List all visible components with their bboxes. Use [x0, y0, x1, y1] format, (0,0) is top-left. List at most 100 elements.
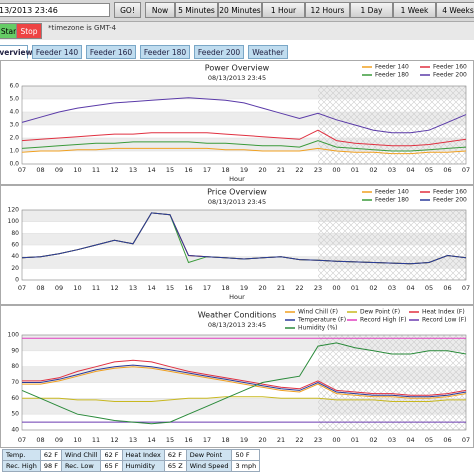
- toolbar: 13/2013 23:46 GO! Now 5 Minutes 20 Minutes…: [0, 0, 474, 22]
- y-tick-label: 120: [8, 207, 20, 214]
- legend-label: Temperature (F): [297, 317, 346, 324]
- x-tick-label: 07: [18, 436, 26, 444]
- y-tick-label: 40: [11, 253, 19, 260]
- range-button[interactable]: 5 Minutes: [175, 2, 218, 18]
- table-cell: 65 F: [100, 460, 123, 472]
- chart-title: Power Overview: [205, 64, 270, 73]
- range-button[interactable]: 20 Minutes: [218, 2, 262, 18]
- x-tick-label: 21: [277, 166, 285, 174]
- x-tick-label: 04: [406, 436, 414, 444]
- x-tick-label: 18: [221, 166, 229, 174]
- x-tick-label: 22: [295, 436, 303, 444]
- y-tick-label: 0: [15, 277, 19, 284]
- range-button[interactable]: 1 Week: [393, 2, 436, 18]
- legend-label: Feeder 140: [375, 189, 409, 196]
- y-tick-label: 70: [11, 379, 19, 386]
- x-tick-label: 18: [221, 436, 229, 444]
- legend-label: Dew Point (F): [360, 309, 400, 316]
- table-cell: 50 F: [231, 449, 261, 461]
- y-tick-label: 20: [11, 265, 19, 272]
- x-tick-label: 13: [129, 166, 137, 174]
- range-button[interactable]: 12 Hours: [305, 2, 350, 18]
- series-line: [21, 140, 467, 152]
- x-tick-label: 00: [332, 166, 340, 174]
- legend-label: Heat Index (F): [422, 309, 465, 316]
- table-cell: 62 F: [39, 449, 62, 461]
- range-button[interactable]: 4 Weeks: [436, 2, 474, 18]
- y-tick-label: 100: [8, 218, 20, 225]
- x-tick-label: 06: [443, 284, 451, 292]
- tab[interactable]: Feeder 160: [86, 45, 136, 59]
- table-cell: Temp.: [2, 449, 41, 461]
- range-button[interactable]: Now: [145, 2, 175, 18]
- x-tick-label: 09: [55, 436, 63, 444]
- range-button[interactable]: 1 Day: [350, 2, 393, 18]
- x-tick-label: 07: [18, 166, 26, 174]
- legend-label: Feeder 160: [433, 189, 467, 196]
- x-tick-label: 20: [258, 284, 266, 292]
- series-line: [21, 342, 467, 425]
- x-tick-label: 13: [129, 284, 137, 292]
- x-axis-label: Hour: [229, 293, 245, 301]
- x-tick-label: 08: [36, 166, 44, 174]
- x-tick-label: 20: [258, 166, 266, 174]
- plot-border: [21, 209, 467, 281]
- x-tick-label: 20: [258, 436, 266, 444]
- x-tick-label: 12: [110, 166, 118, 174]
- grid-band: [22, 233, 466, 245]
- chart-subtitle: 08/13/2013 23:45: [208, 198, 266, 206]
- legend-label: Feeder 160: [433, 64, 467, 71]
- legend-label: Record High (F): [360, 317, 406, 324]
- timezone-note: *timezone is GMT-4: [48, 24, 117, 32]
- legend-label: Feeder 180: [375, 72, 409, 79]
- legend-label: Record Low (F): [422, 317, 467, 324]
- tab[interactable]: Feeder 180: [140, 45, 190, 59]
- range-button[interactable]: 1 Hour: [262, 2, 305, 18]
- table-cell: Wind Chill: [60, 449, 102, 461]
- series-line: [22, 366, 467, 399]
- x-tick-label: 10: [73, 166, 81, 174]
- x-tick-label: 09: [55, 166, 63, 174]
- tab[interactable]: Feeder 200: [194, 45, 244, 59]
- table-cell: Dew Point: [185, 449, 233, 461]
- x-tick-label: 07: [18, 284, 26, 292]
- x-tick-label: 05: [425, 436, 433, 444]
- x-tick-label: 16: [184, 284, 192, 292]
- y-tick-label: 60: [11, 242, 19, 249]
- table-cell: 3 mph: [231, 460, 261, 472]
- y-tick-label: 0.0: [9, 161, 19, 168]
- stop-button[interactable]: Stop: [16, 23, 42, 39]
- legend-label: Feeder 200: [433, 72, 467, 79]
- x-tick-label: 16: [184, 166, 192, 174]
- legend-label: Wind Chill (F): [298, 309, 338, 316]
- datetime-input[interactable]: 13/2013 23:46: [0, 3, 110, 17]
- x-tick-label: 07: [462, 436, 470, 444]
- x-tick-label: 04: [406, 166, 414, 174]
- x-tick-label: 00: [332, 436, 340, 444]
- x-tick-label: 15: [166, 284, 174, 292]
- x-tick-label: 01: [351, 436, 359, 444]
- y-tick-label: 80: [11, 363, 19, 370]
- series-line: [21, 147, 467, 155]
- go-button[interactable]: GO!: [114, 2, 141, 18]
- x-tick-label: 01: [351, 284, 359, 292]
- x-tick-label: 19: [240, 284, 248, 292]
- x-tick-label: 17: [203, 284, 211, 292]
- series-line: [22, 364, 467, 398]
- legend-label: Feeder 180: [375, 197, 409, 204]
- x-axis-label: Hour: [229, 175, 245, 183]
- x-tick-label: 10: [73, 284, 81, 292]
- series-line: [21, 97, 467, 134]
- x-tick-label: 19: [240, 166, 248, 174]
- series-line: [21, 129, 467, 147]
- legend-label: Feeder 200: [433, 197, 467, 204]
- y-tick-label: 3.0: [9, 122, 19, 129]
- tab[interactable]: Overview: [0, 45, 33, 59]
- tab[interactable]: Weather: [248, 45, 288, 59]
- x-tick-label: 15: [166, 436, 174, 444]
- legend-label: Humidity (%): [298, 325, 338, 332]
- legend-label: Feeder 140: [375, 64, 409, 71]
- tab[interactable]: Feeder 140: [32, 45, 82, 59]
- y-tick-label: 6.0: [9, 83, 19, 90]
